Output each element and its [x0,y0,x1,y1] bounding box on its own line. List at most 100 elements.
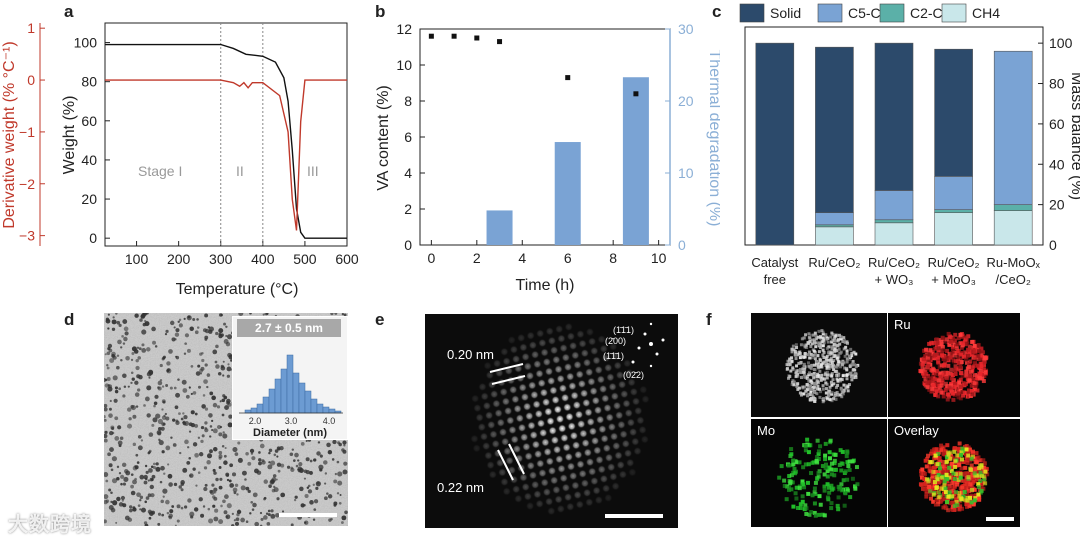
nanoparticle [180,480,185,485]
ru-signal-pixel [959,345,964,350]
ru-signal-pixel [975,363,980,368]
ru-signal-pixel [936,346,941,351]
nanoparticle [189,326,194,331]
nanoparticle [231,472,237,477]
atom-column [540,348,549,357]
ru-signal-pixel [956,395,961,400]
overlay-mo-pixel [968,466,973,471]
mo-signal-pixel [803,503,808,508]
nanoparticle [336,492,340,495]
haadf-pixel [830,365,834,369]
atom-column [620,389,629,399]
ru-signal-pixel [981,366,986,371]
ru-signal-pixel [936,348,941,353]
haadf-pixel [803,355,807,359]
nanoparticle [197,471,201,474]
ru-signal-pixel [948,371,953,376]
nanoparticle [327,494,333,499]
atom-column [544,367,554,376]
overlay-mo-pixel [973,473,978,478]
overlay-mo-pixel [958,472,963,477]
haadf-pixel [811,353,815,357]
mo-signal-pixel [790,480,795,485]
atom-column [627,378,636,387]
ru-signal-pixel [941,394,946,399]
ru-signal-pixel [981,362,986,367]
atom-column [566,502,575,511]
mo-signal-pixel [793,491,798,496]
ru-signal-pixel [972,348,977,353]
stacked-bar-segment [934,48,973,177]
haadf-pixel [821,400,825,404]
ru-signal-pixel [951,337,956,342]
atom-column [601,484,611,493]
atom-column [517,423,527,432]
overlay-ru-pixel [936,502,941,507]
haadf-pixel [830,331,834,335]
haadf-pixel [806,361,810,365]
nanoparticle [118,502,124,507]
haadf-pixel [827,365,831,369]
haadf-pixel [839,335,843,339]
mo-signal-pixel [845,477,850,482]
haadf-pixel [806,341,810,345]
nanoparticle [226,474,229,477]
haadf-pixel [842,390,846,394]
fft-label-4: (02̄2) [623,370,644,380]
haadf-pixel [795,384,799,388]
overlay-ru-pixel [945,468,950,473]
panel-letter-b: b [375,2,386,21]
nanoparticle [130,381,133,385]
nanoparticle [126,407,132,412]
haadf-pixel [844,345,848,349]
nanoparticle [338,442,342,447]
haadf-pixel [808,356,812,360]
nanoparticle [209,449,213,454]
overlay-mo-pixel [942,483,947,488]
ru-signal-pixel [954,359,959,364]
ru-signal-pixel [951,397,956,402]
x-tick-label: 600 [335,251,359,267]
atom-column [533,449,543,459]
legend-swatch [817,3,843,23]
nanoparticle [186,348,191,353]
ru-signal-pixel [955,349,960,354]
haadf-pixel [822,338,826,342]
atom-column [547,376,556,386]
atom-column [532,400,541,409]
haadf-pixel [845,352,849,356]
haadf-pixel [838,393,842,397]
nanoparticle [130,358,134,362]
overlay-mo-pixel [931,492,936,497]
haadf-pixel [831,378,835,382]
haadf-pixel [824,391,828,395]
category-label: + MoO₃ [931,272,976,287]
nanoparticle [143,480,148,485]
x-tick-label: 4 [518,250,526,266]
histogram-bar [298,382,306,414]
mo-signal-pixel [787,487,792,492]
stacked-bar-segment [815,224,854,228]
mo-signal-pixel [825,482,830,487]
nanoparticle [326,492,329,495]
nanoparticle [289,452,294,457]
nanoparticle [194,330,199,335]
haadf-pixel [826,373,830,377]
nanoparticle [222,431,225,434]
haadf-pixel [801,385,805,389]
atom-column [472,444,481,453]
atom-column [533,360,542,369]
overlay-mo-pixel [944,499,949,504]
mo-signal-pixel [800,494,805,499]
overlay-mo-pixel [965,498,970,503]
haadf-pixel [825,382,829,386]
ru-signal-pixel [960,343,965,348]
haadf-pixel [829,380,833,384]
haadf-pixel [825,338,829,342]
haadf-pixel [801,375,805,379]
inset-xlabel: Diameter (nm) [253,427,327,439]
mo-signal-pixel [835,503,840,508]
nanoparticle [342,469,348,475]
mo-signal-pixel [845,449,850,454]
haadf-pixel [813,353,817,357]
